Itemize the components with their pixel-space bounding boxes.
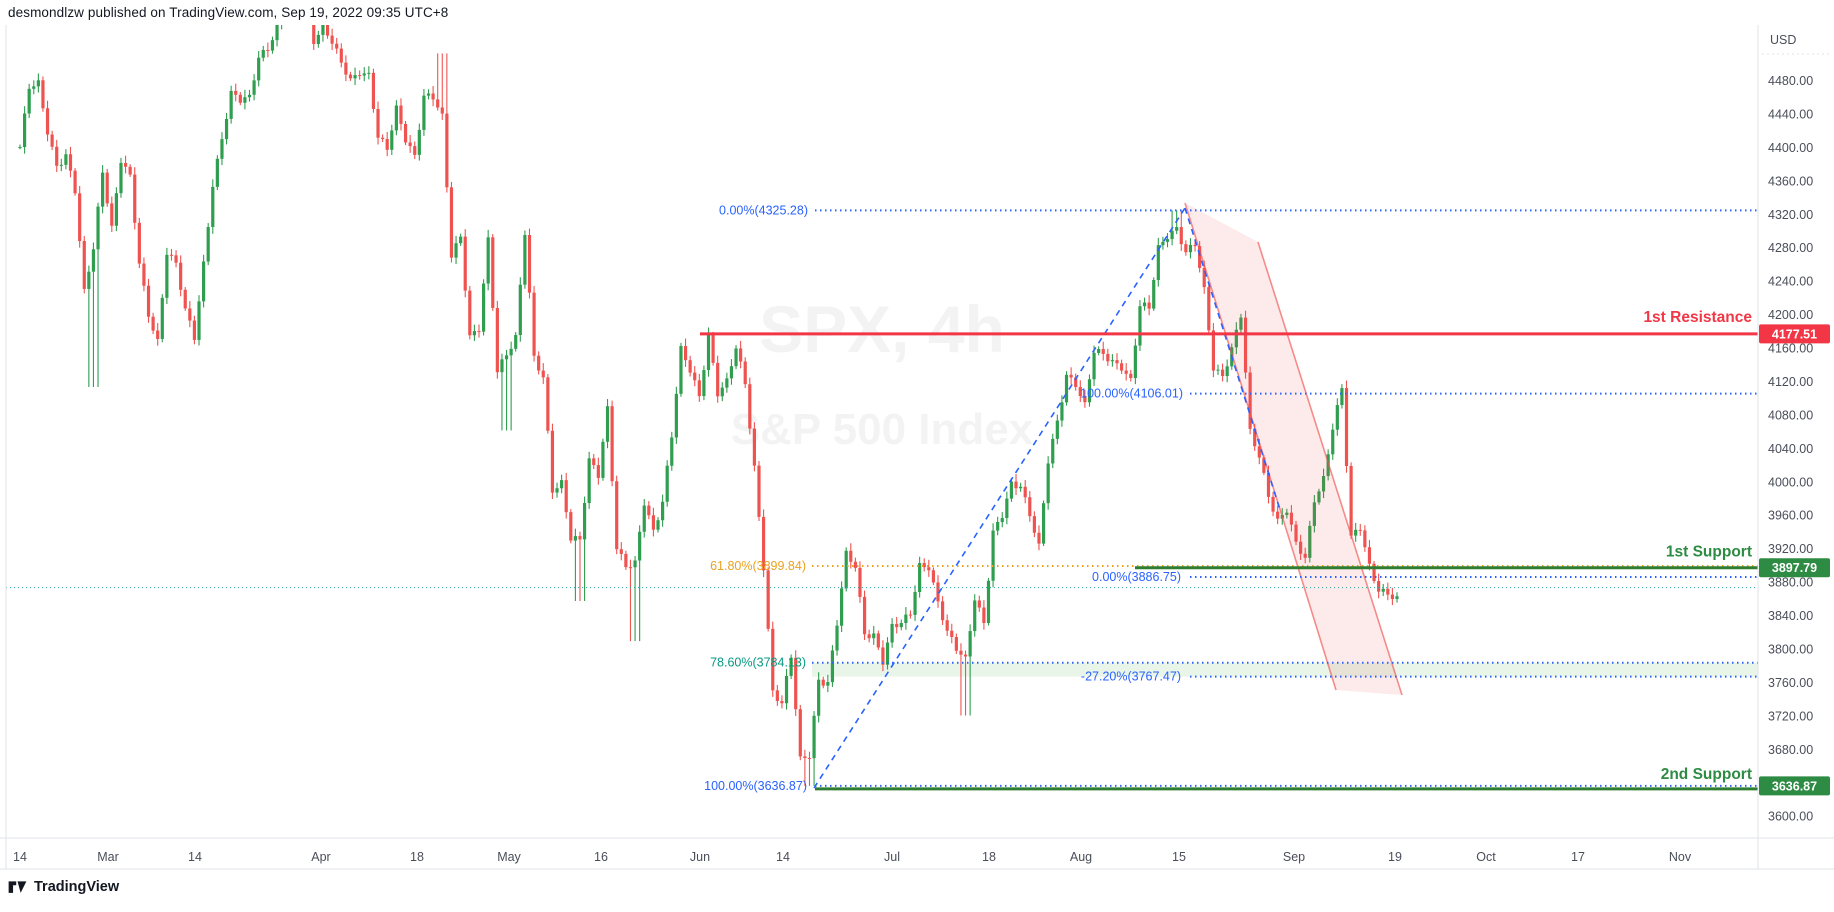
watermark-subtitle: S&P 500 Index xyxy=(731,405,1034,454)
price-tick-label: 3680.00 xyxy=(1768,743,1813,757)
tradingview-icon xyxy=(8,878,27,895)
time-tick-label: 14 xyxy=(188,850,202,864)
fib-level-label: 0.00%(4325.28) xyxy=(719,203,808,217)
price-tick-label: 4120.00 xyxy=(1768,375,1813,389)
candles-layer xyxy=(18,25,1399,786)
time-tick-label: Jul xyxy=(884,850,900,864)
price-tick-label: 4200.00 xyxy=(1768,308,1813,322)
price-tick-label: 3960.00 xyxy=(1768,509,1813,523)
time-tick-label: 17 xyxy=(1571,850,1585,864)
time-tick-label: 14 xyxy=(13,850,27,864)
time-tick-label: Sep xyxy=(1283,850,1305,864)
price-tick-label: 4480.00 xyxy=(1768,74,1813,88)
support-2-label: 2nd Support xyxy=(1661,766,1752,783)
time-tick-label: Aug xyxy=(1070,850,1092,864)
time-tick-label: 15 xyxy=(1172,850,1186,864)
watermark-title: SPX, 4h xyxy=(759,292,1005,366)
down-channel-border[interactable] xyxy=(1184,202,1337,691)
price-tick-label: 4040.00 xyxy=(1768,442,1813,456)
price-tick-label: 4160.00 xyxy=(1768,342,1813,356)
fib-level-label: -27.20%(3767.47) xyxy=(1081,670,1181,684)
time-tick-label: May xyxy=(497,850,521,864)
down-channel-border[interactable] xyxy=(1257,241,1403,696)
price-tick-label: 4080.00 xyxy=(1768,408,1813,422)
price-tick-label: 4440.00 xyxy=(1768,107,1813,121)
time-tick-label: Jun xyxy=(690,850,710,864)
price-tick-label: 4320.00 xyxy=(1768,208,1813,222)
time-tick-label: Apr xyxy=(311,850,330,864)
price-tick-label: 4400.00 xyxy=(1768,141,1813,155)
time-tick-label: 14 xyxy=(776,850,790,864)
price-tick-label: 4000.00 xyxy=(1768,475,1813,489)
price-tick-label: 4360.00 xyxy=(1768,174,1813,188)
price-tag-text: 3636.87 xyxy=(1772,779,1817,793)
down-channel-fill xyxy=(1185,203,1402,695)
price-tick-label: 4240.00 xyxy=(1768,275,1813,289)
fib-band xyxy=(812,662,1758,677)
price-axis[interactable]: USD 4480.00 4440.00 4400.00 4360.00 4320.00 42… xyxy=(1759,33,1830,824)
tradingview-logo-text: TradingView xyxy=(34,878,120,895)
time-tick-label: 16 xyxy=(594,850,608,864)
fib-level-label: 100.00%(4106.01) xyxy=(1080,387,1183,401)
price-tag xyxy=(1759,558,1830,578)
tradingview-logo[interactable]: TradingView xyxy=(8,878,119,895)
attribution-text: desmondlzw published on TradingView.com,… xyxy=(8,5,449,20)
support-1-label: 1st Support xyxy=(1666,544,1752,561)
time-tick-label: Nov xyxy=(1669,850,1692,864)
time-tick-label: Mar xyxy=(97,850,119,864)
trend-dashed-line[interactable] xyxy=(813,207,1186,789)
price-tick-label: 3920.00 xyxy=(1768,542,1813,556)
fib-level-label: 78.60%(3784.13) xyxy=(710,656,806,670)
trend-dashed-line[interactable] xyxy=(1184,207,1281,511)
fib-level-label: 100.00%(3636.87) xyxy=(704,779,807,793)
currency-label: USD xyxy=(1770,33,1796,47)
time-tick-label: 18 xyxy=(410,850,424,864)
price-tag-text: 4177.51 xyxy=(1772,327,1817,341)
price-tag xyxy=(1759,776,1830,796)
resistance-1-label: 1st Resistance xyxy=(1643,309,1752,326)
price-tick-label: 3760.00 xyxy=(1768,676,1813,690)
time-tick-label: 18 xyxy=(982,850,996,864)
price-tick-label: 4280.00 xyxy=(1768,241,1813,255)
price-tick-label: 3800.00 xyxy=(1768,642,1813,656)
price-tick-label: 3600.00 xyxy=(1768,810,1813,824)
fib-level-label: 0.00%(3886.75) xyxy=(1092,570,1181,584)
price-tick-label: 3720.00 xyxy=(1768,709,1813,723)
price-tag-text: 3897.79 xyxy=(1772,561,1817,575)
price-tick-label: 3840.00 xyxy=(1768,609,1813,623)
price-tag xyxy=(1759,324,1830,344)
time-tick-label: Oct xyxy=(1476,850,1496,864)
fib-level-label: 61.80%(3899.84) xyxy=(710,559,806,573)
time-axis[interactable]: 14 Mar 14 Apr 18 May 16 Jun 14 Jul 18 Aug 15 Sep 19 Oct… xyxy=(13,850,1692,864)
time-tick-label: 19 xyxy=(1388,850,1402,864)
price-tick-label: 3880.00 xyxy=(1768,576,1813,590)
